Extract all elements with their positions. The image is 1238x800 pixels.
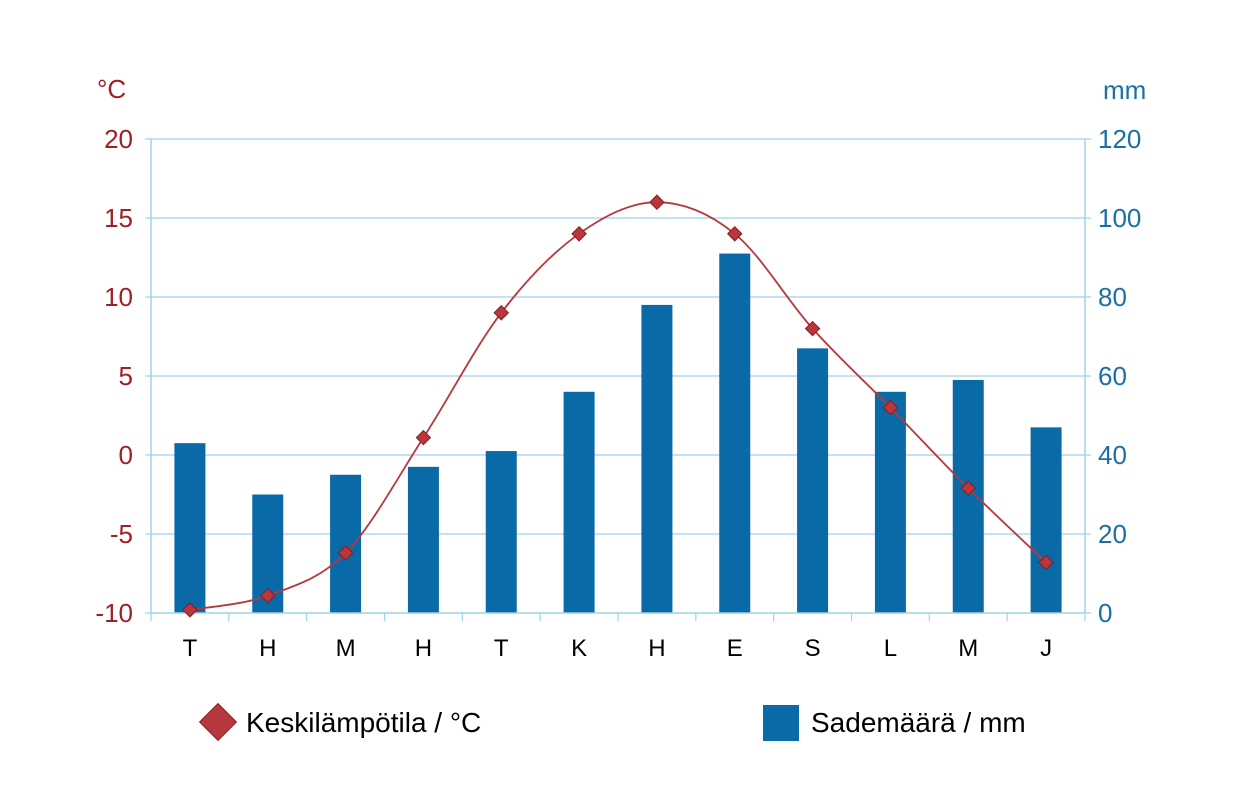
precipitation-bar [563,391,595,613]
precipitation-bars [174,253,1062,614]
left-axis-unit: °C [97,74,126,104]
left-axis-tick-label: -5 [110,519,133,549]
right-axis-tick-label: 100 [1098,203,1141,233]
precipitation-bar [641,304,673,613]
tick-labels: -10 -5 0 5 10 15 20 0 20 40 60 80 100 120 T H M H T K H E S L M J [95,124,1141,662]
right-axis-tick-label: 60 [1098,361,1127,391]
temperature-point [337,545,354,561]
precipitation-bar [952,379,984,613]
precipitation-bar [330,474,362,613]
right-axis-unit: mm [1103,75,1146,105]
x-axis-tick-label: E [727,635,743,662]
left-axis-tick-label: 20 [104,124,133,154]
x-axis-tick-label: S [805,635,821,662]
temperature-point [415,429,432,446]
temperature-point [259,587,276,604]
temperature-point [182,602,198,618]
precipitation-bar [797,348,829,613]
legend-temperature-label: Keskilämpötila / °C [246,707,481,738]
legend-temperature-marker [198,702,238,742]
temperature-point [571,226,587,242]
temperature-line [182,194,1054,618]
x-axis-tick-label: H [259,635,276,662]
axes [145,138,1091,621]
right-axis-tick-label: 120 [1098,124,1141,154]
x-axis-tick-label: H [415,635,432,662]
x-axis-tick-label: T [183,635,198,662]
precipitation-bar [1030,427,1062,613]
left-axis-tick-label: 10 [104,282,133,312]
precipitation-bar [407,466,439,613]
temperature-point [493,305,510,321]
temperature-point [960,480,977,496]
precipitation-bar [719,253,751,614]
x-axis-tick-label: L [884,635,897,662]
temperature-point [649,194,665,210]
legend-precipitation-marker [763,705,799,741]
temperature-point [882,399,899,416]
precipitation-bar [874,391,906,613]
x-axis-tick-label: M [336,635,356,662]
right-axis-tick-label: 40 [1098,440,1127,470]
x-axis-tick-label: M [958,635,978,662]
temperature-point [1038,554,1054,571]
temperature-point [726,226,743,242]
right-axis-tick-label: 80 [1098,282,1127,312]
legend-precipitation-label: Sademäärä / mm [811,707,1026,738]
right-axis-tick-label: 0 [1098,598,1112,628]
x-axis-tick-label: H [648,635,665,662]
temperature-line-path [189,201,1047,611]
grid-lines [151,138,1085,535]
x-axis-tick-label: T [494,635,509,662]
left-axis-tick-label: 15 [104,203,133,233]
legend: Keskilämpötila / °C Sademäärä / mm [198,702,1026,742]
precipitation-bar [174,443,206,613]
precipitation-bar [485,451,517,613]
right-axis-tick-label: 20 [1098,519,1127,549]
x-axis-tick-label: K [571,635,587,662]
left-axis-tick-label: -10 [95,598,133,628]
temperature-point [804,320,821,337]
left-axis-tick-label: 5 [119,361,133,391]
x-axis-tick-label: J [1040,635,1052,662]
left-axis-tick-label: 0 [119,440,133,470]
